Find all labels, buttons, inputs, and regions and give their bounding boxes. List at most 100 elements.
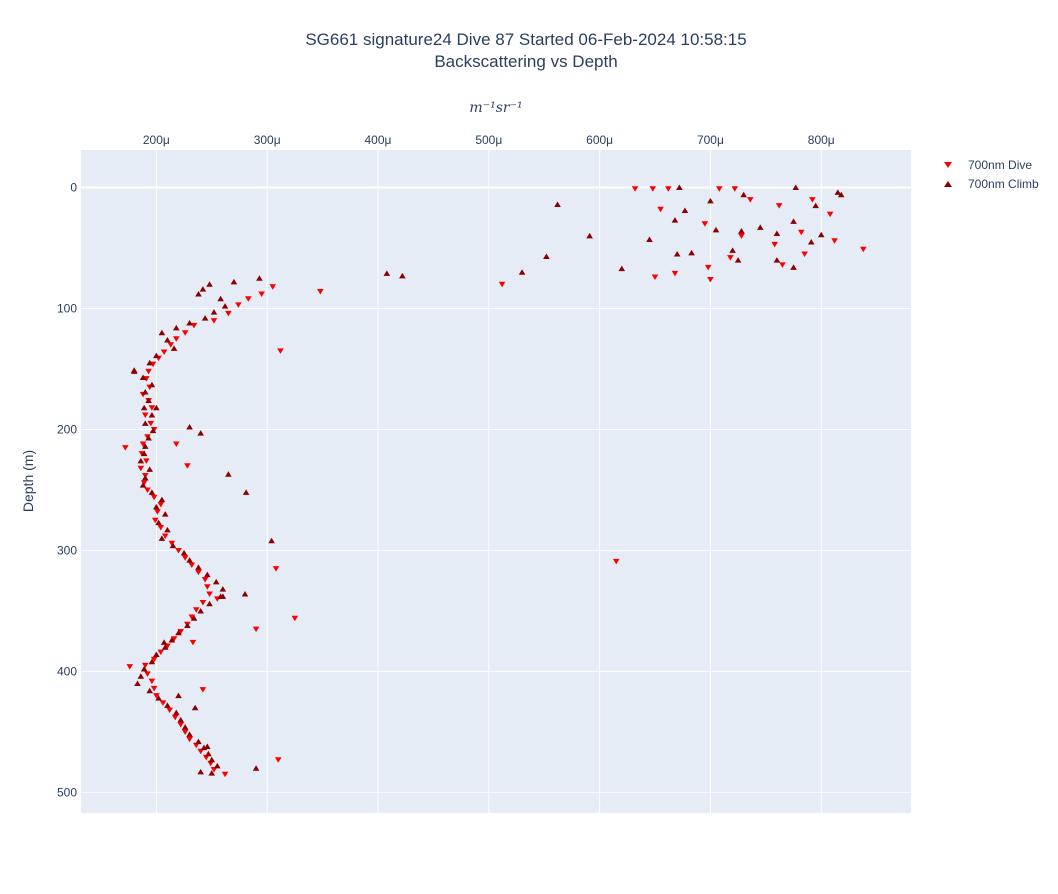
climb-point[interactable] bbox=[219, 586, 227, 592]
dive-point[interactable] bbox=[177, 722, 185, 728]
climb-point[interactable] bbox=[204, 571, 211, 578]
climb-point[interactable] bbox=[164, 702, 171, 708]
climb-point[interactable] bbox=[177, 716, 185, 723]
climb-point[interactable] bbox=[543, 253, 550, 259]
dive-point[interactable] bbox=[140, 480, 148, 486]
dive-point[interactable] bbox=[171, 714, 179, 721]
dive-point[interactable] bbox=[170, 636, 178, 642]
climb-point[interactable] bbox=[164, 526, 171, 533]
climb-point[interactable] bbox=[834, 189, 842, 195]
dive-point[interactable] bbox=[258, 291, 265, 297]
climb-point[interactable] bbox=[137, 673, 145, 679]
dive-point[interactable] bbox=[186, 736, 193, 743]
climb-point[interactable] bbox=[146, 687, 154, 694]
legend-item-dive[interactable]: 700nm Dive bbox=[944, 158, 1032, 172]
dive-point[interactable] bbox=[150, 494, 158, 501]
climb-point[interactable] bbox=[214, 762, 221, 769]
dive-point[interactable] bbox=[207, 760, 214, 767]
climb-point[interactable] bbox=[383, 270, 391, 276]
dive-point[interactable] bbox=[225, 310, 232, 317]
climb-point[interactable] bbox=[734, 257, 742, 263]
climb-point[interactable] bbox=[197, 768, 204, 775]
dive-point[interactable] bbox=[148, 405, 156, 411]
dive-point[interactable] bbox=[210, 318, 218, 324]
climb-point[interactable] bbox=[676, 184, 683, 191]
climb-point[interactable] bbox=[199, 286, 207, 292]
climb-point[interactable] bbox=[186, 424, 193, 430]
climb-point[interactable] bbox=[212, 578, 220, 585]
dive-point[interactable] bbox=[173, 441, 180, 447]
climb-point[interactable] bbox=[812, 202, 819, 209]
climb-point[interactable] bbox=[190, 615, 198, 621]
climb-point[interactable] bbox=[195, 738, 202, 745]
dive-point[interactable] bbox=[801, 251, 808, 258]
dive-point[interactable] bbox=[272, 566, 280, 572]
climb-point[interactable] bbox=[168, 636, 176, 643]
dive-point[interactable] bbox=[831, 238, 838, 244]
dive-point[interactable] bbox=[775, 203, 783, 209]
dive-point[interactable] bbox=[245, 296, 252, 302]
dive-point[interactable] bbox=[137, 465, 145, 472]
climb-point[interactable] bbox=[554, 201, 561, 207]
climb-point[interactable] bbox=[161, 511, 169, 517]
dive-point[interactable] bbox=[809, 197, 816, 203]
dive-point[interactable] bbox=[651, 274, 659, 281]
dive-point[interactable] bbox=[657, 206, 664, 213]
dive-point[interactable] bbox=[143, 458, 150, 464]
climb-point[interactable] bbox=[186, 320, 193, 326]
climb-point[interactable] bbox=[141, 443, 149, 449]
climb-point[interactable] bbox=[149, 427, 157, 434]
climb-point[interactable] bbox=[740, 191, 747, 198]
climb-point[interactable] bbox=[141, 474, 149, 481]
dive-point[interactable] bbox=[498, 281, 506, 288]
climb-point[interactable] bbox=[173, 324, 180, 331]
dive-point[interactable] bbox=[144, 671, 151, 677]
climb-point[interactable] bbox=[145, 397, 152, 403]
dive-point[interactable] bbox=[159, 700, 167, 706]
dive-point[interactable] bbox=[189, 639, 197, 646]
dive-point[interactable] bbox=[126, 664, 134, 670]
climb-point[interactable] bbox=[671, 217, 679, 223]
dive-point[interactable] bbox=[151, 517, 159, 524]
dive-point[interactable] bbox=[201, 576, 209, 583]
climb-point[interactable] bbox=[792, 184, 800, 191]
climb-point[interactable] bbox=[201, 315, 209, 321]
climb-point[interactable] bbox=[146, 359, 154, 366]
dive-point[interactable] bbox=[206, 591, 213, 598]
climb-point[interactable] bbox=[160, 639, 168, 645]
dive-point[interactable] bbox=[188, 562, 196, 568]
climb-point[interactable] bbox=[688, 249, 695, 256]
climb-point[interactable] bbox=[130, 368, 138, 374]
dive-point[interactable] bbox=[153, 693, 160, 699]
climb-point[interactable] bbox=[252, 765, 260, 771]
climb-point[interactable] bbox=[817, 231, 825, 238]
dive-point[interactable] bbox=[210, 766, 218, 773]
climb-point[interactable] bbox=[141, 388, 149, 395]
climb-point[interactable] bbox=[134, 680, 141, 687]
climb-point[interactable] bbox=[204, 743, 211, 749]
climb-point[interactable] bbox=[161, 644, 169, 650]
climb-point[interactable] bbox=[164, 336, 171, 343]
dive-point[interactable] bbox=[177, 629, 185, 635]
climb-point[interactable] bbox=[206, 600, 213, 607]
dive-point[interactable] bbox=[221, 771, 229, 778]
climb-point[interactable] bbox=[148, 489, 156, 495]
climb-point[interactable] bbox=[140, 404, 148, 411]
dive-point[interactable] bbox=[860, 246, 867, 253]
climb-point[interactable] bbox=[790, 264, 797, 270]
climb-point[interactable] bbox=[205, 750, 212, 757]
climb-point[interactable] bbox=[139, 374, 147, 380]
climb-point[interactable] bbox=[180, 549, 188, 556]
legend-item-climb[interactable]: 700nm Climb bbox=[944, 177, 1039, 191]
dive-point[interactable] bbox=[141, 412, 149, 418]
dive-point[interactable] bbox=[269, 284, 277, 290]
dive-point[interactable] bbox=[826, 211, 834, 218]
dive-point[interactable] bbox=[168, 540, 176, 547]
climb-point[interactable] bbox=[208, 756, 216, 763]
dive-point[interactable] bbox=[715, 186, 723, 192]
dive-point[interactable] bbox=[173, 336, 180, 342]
dive-point[interactable] bbox=[704, 264, 712, 271]
dive-point[interactable] bbox=[197, 748, 204, 755]
dive-point[interactable] bbox=[167, 342, 175, 348]
climb-point[interactable] bbox=[206, 281, 213, 287]
